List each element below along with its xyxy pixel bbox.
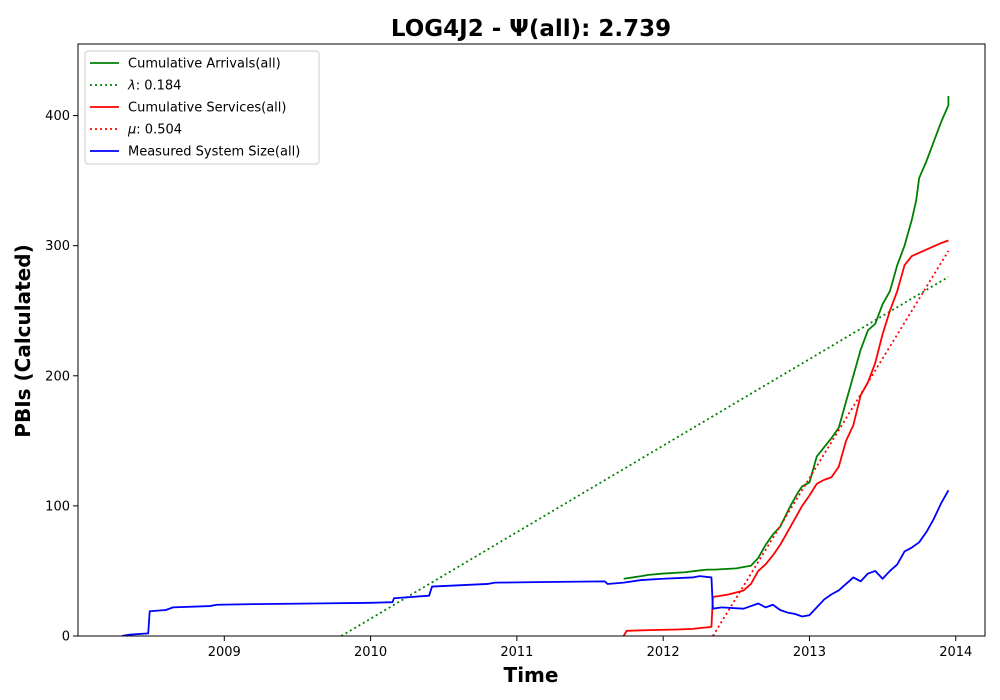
x-tick-label: 2010 bbox=[354, 645, 387, 660]
series-line-2 bbox=[340, 276, 949, 636]
x-axis-title: Time bbox=[504, 663, 559, 687]
series-line-3 bbox=[622, 239, 949, 636]
axes-frame bbox=[77, 43, 986, 637]
plot-area: 2009 2010 2011 2012 2013 2014 0 100 200 300 400 bbox=[45, 43, 986, 660]
chart-title: LOG4J2 - Ψ(all): 2.739 bbox=[391, 16, 671, 42]
y-axis-title: PBIs (Calculated) bbox=[11, 244, 35, 437]
x-tick-label: 2011 bbox=[500, 645, 533, 660]
y-tick-label: 100 bbox=[45, 499, 70, 514]
x-tick-label: 2014 bbox=[939, 645, 972, 660]
series-line-1 bbox=[623, 96, 950, 580]
legend-label-5: Measured System Size(all) bbox=[128, 145, 300, 160]
y-tick-label: 400 bbox=[45, 109, 70, 124]
series-line-5 bbox=[121, 489, 950, 636]
legend-label-4: μ: 0.504 bbox=[127, 123, 182, 138]
legend-label-2: λ: 0.184 bbox=[127, 79, 181, 94]
legend-label-3: Cumulative Services(all) bbox=[128, 101, 286, 116]
series-group bbox=[121, 96, 950, 636]
series-line-4 bbox=[712, 250, 950, 636]
legend-label-1: Cumulative Arrivals(all) bbox=[128, 57, 281, 72]
x-tick-label: 2013 bbox=[793, 645, 826, 660]
x-tick-label: 2012 bbox=[647, 645, 680, 660]
legend: Cumulative Arrivals(all) λ: 0.184 Cumulati… bbox=[84, 50, 320, 165]
y-tick-label: 200 bbox=[45, 369, 70, 384]
y-tick-label: 0 bbox=[62, 630, 70, 645]
legend-box bbox=[84, 50, 320, 165]
y-tick-label: 300 bbox=[45, 239, 70, 254]
x-tick-label: 2009 bbox=[208, 645, 241, 660]
